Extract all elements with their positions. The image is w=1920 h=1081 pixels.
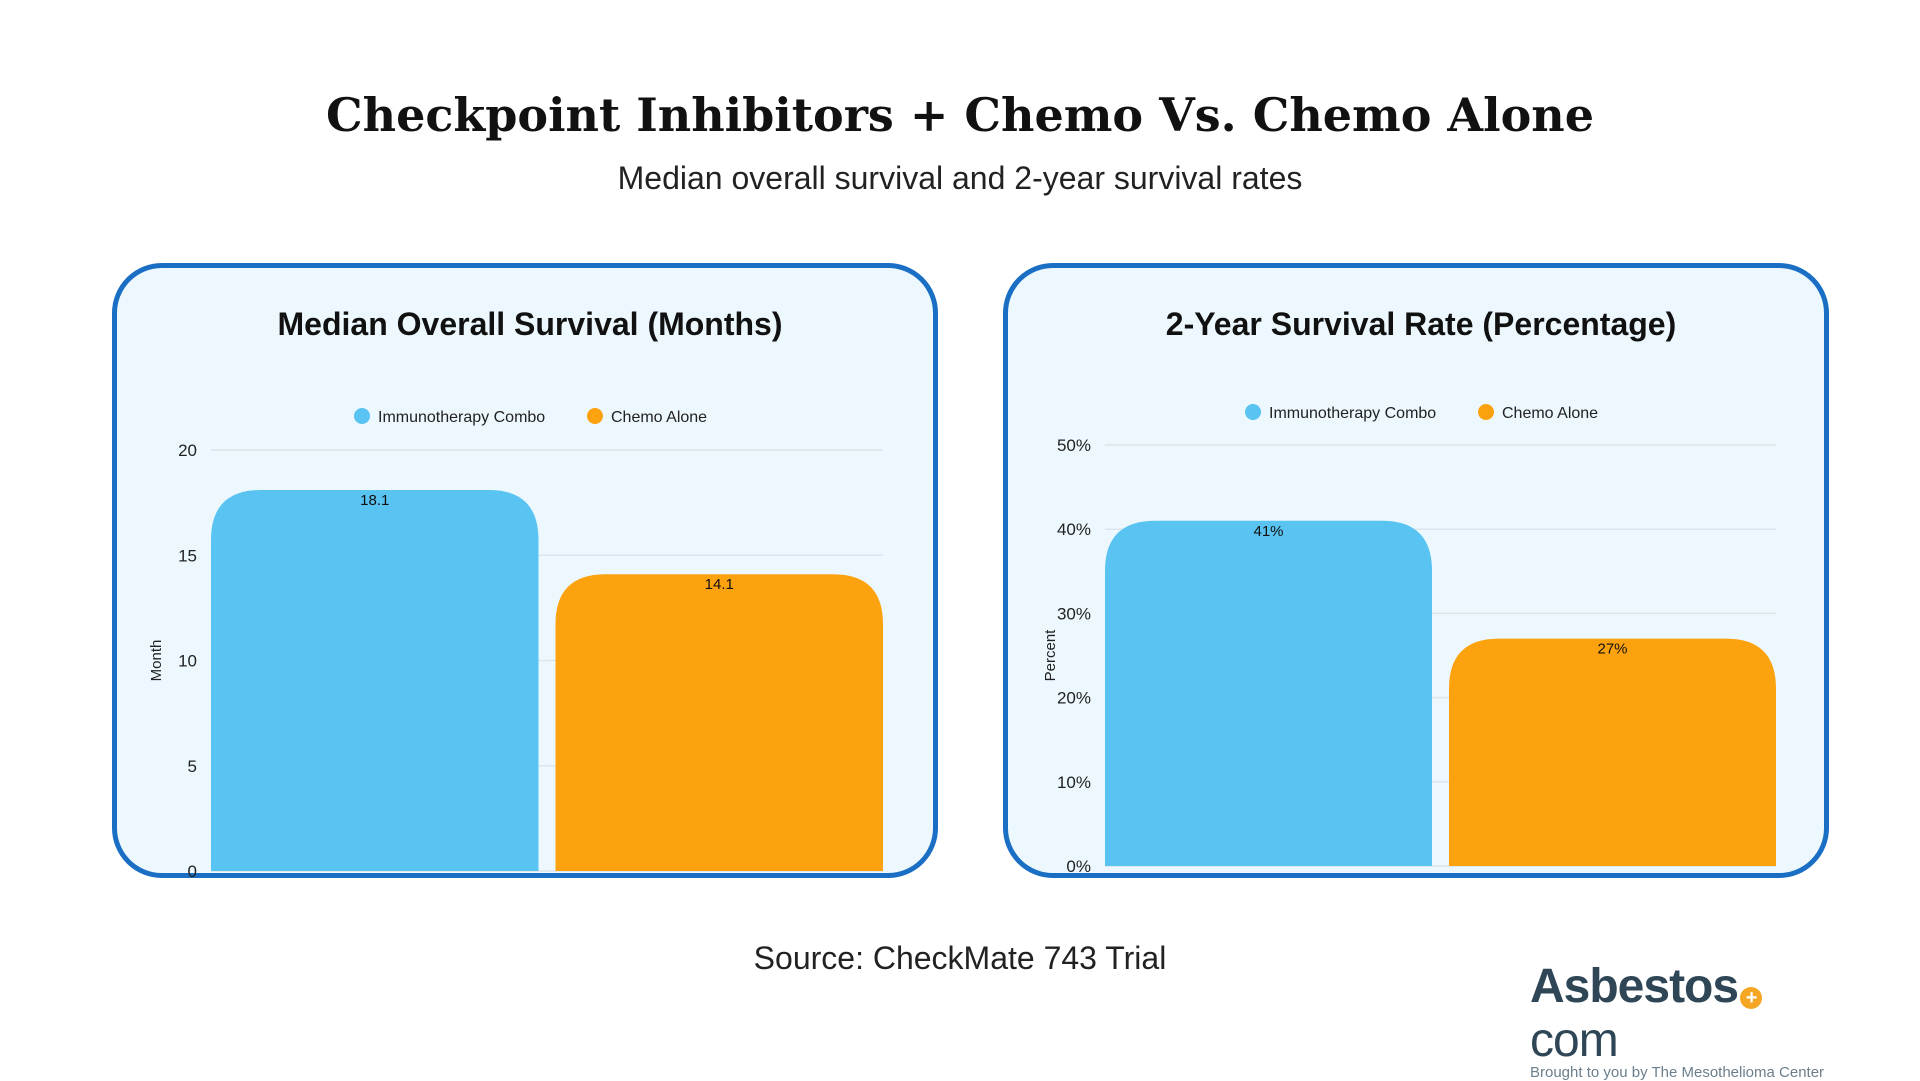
page-title: Checkpoint Inhibitors + Chemo Vs. Chemo … <box>326 88 1594 142</box>
y-tick-label: 15 <box>178 546 197 565</box>
bar <box>211 489 539 871</box>
y-tick-label: 5 <box>188 757 197 776</box>
data-label: 14.1 <box>705 576 734 593</box>
y-tick-label: 10% <box>1057 773 1091 792</box>
y-tick-label: 50% <box>1057 436 1091 455</box>
bar <box>1449 638 1776 866</box>
median-survival-chart-panel: Median Overall Survival (Months) Immunoth… <box>112 263 938 881</box>
legend-marker <box>354 408 370 424</box>
y-tick-label: 30% <box>1057 604 1091 623</box>
data-label: 18.1 <box>360 492 389 509</box>
y-axis-label: Percent <box>1042 629 1059 682</box>
data-label: 27% <box>1597 641 1627 658</box>
legend-label: Immunotherapy Combo <box>378 409 545 426</box>
two-year-survival-chart-panel: 2-Year Survival Rate (Percentage) Immunot… <box>1003 263 1829 878</box>
legend-label: Immunotherapy Combo <box>1269 405 1436 422</box>
legend-label: Chemo Alone <box>611 409 707 426</box>
bar <box>1105 520 1432 866</box>
bar <box>555 574 883 871</box>
source-note: Source: CheckMate 743 Trial <box>753 940 1167 976</box>
chart-title: Median Overall Survival (Months) <box>278 306 783 342</box>
asbestos-logo: Asbestos + com Brought to you by The Mesot… <box>1530 960 1850 1081</box>
legend-label: Chemo Alone <box>1502 405 1598 422</box>
legend-marker <box>1478 404 1494 420</box>
plus-icon: + <box>1740 987 1763 1009</box>
logo-tagline: Brought to you by The Mesothelioma Cente… <box>1530 1064 1825 1081</box>
y-tick-label: 20 <box>178 441 197 460</box>
y-tick-label: 0% <box>1066 857 1091 876</box>
page-subtitle: Median overall survival and 2-year survi… <box>617 160 1303 196</box>
legend-marker <box>587 408 603 424</box>
data-label: 41% <box>1253 523 1283 540</box>
y-tick-label: 40% <box>1057 520 1091 539</box>
chart-title: 2-Year Survival Rate (Percentage) <box>1166 306 1676 342</box>
logo-suffix: com <box>1530 1014 1619 1067</box>
y-tick-label: 20% <box>1057 689 1091 708</box>
logo-name: Asbestos <box>1530 960 1739 1013</box>
legend-marker <box>1245 404 1261 420</box>
y-tick-label: 10 <box>178 652 197 671</box>
y-axis-label: Month <box>148 640 165 682</box>
y-tick-label: 0 <box>188 862 197 881</box>
